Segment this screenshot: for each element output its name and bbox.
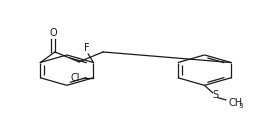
Text: F: F xyxy=(84,43,90,53)
Text: S: S xyxy=(212,90,218,100)
Text: CH: CH xyxy=(228,98,243,108)
Text: Cl: Cl xyxy=(70,73,80,83)
Text: O: O xyxy=(49,28,57,38)
Text: 3: 3 xyxy=(239,103,243,109)
